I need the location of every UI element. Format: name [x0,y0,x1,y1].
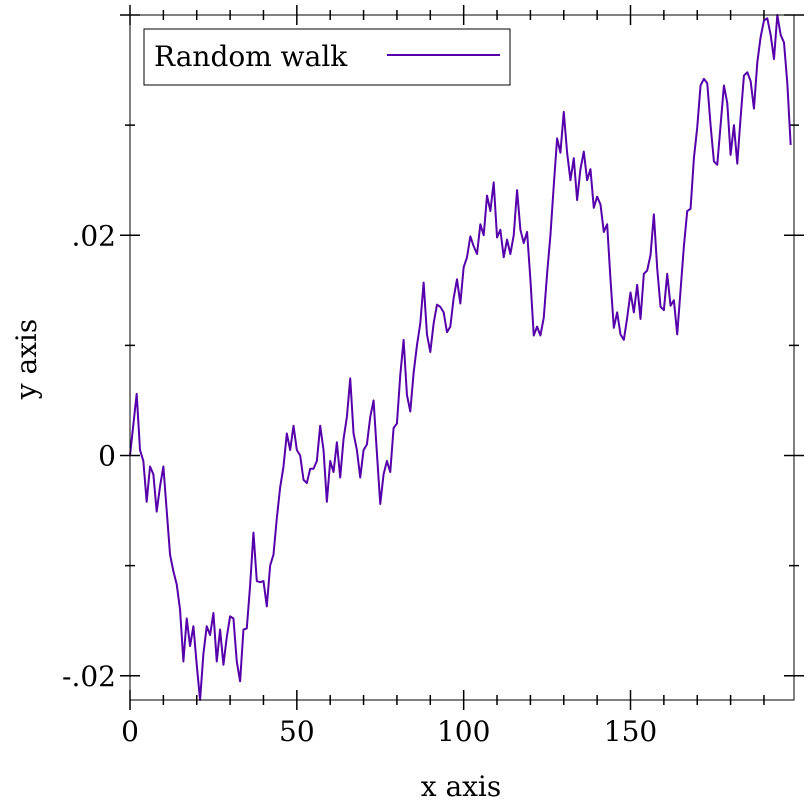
y-tick-label-0: .02 [71,219,116,252]
legend-label-random-walk: Random walk [154,40,348,73]
x-tick-label-150: 150 [604,715,657,748]
series-line-random-walk [129,14,792,701]
x-axis-label: x axis [421,770,502,803]
tick-marks [120,5,804,710]
y-tick-label-2: -.02 [62,660,116,693]
legend-box [143,28,511,86]
legend: Random walk [143,28,511,86]
tick-labels: 0 50 100 150.020-.02 [62,219,657,748]
plot-frame [129,14,795,701]
y-axis-label: y axis [10,319,43,401]
x-tick-label-50: 50 [279,715,315,748]
x-tick-label-100: 100 [437,715,490,748]
y-tick-label-1: 0 [98,440,116,473]
x-tick-label-0: 0 [121,715,139,748]
